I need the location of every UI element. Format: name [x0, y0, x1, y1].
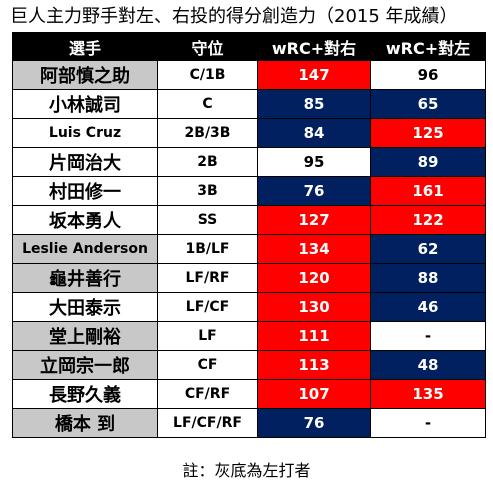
- wrc-vs-left: 122: [370, 205, 486, 235]
- player-name: 小林誠司: [12, 89, 158, 119]
- wrc-vs-right: 120: [257, 263, 371, 293]
- wrc-vs-left: -: [370, 408, 486, 438]
- table-row: 龜井善行 LF/RF 120 88: [12, 263, 486, 293]
- player-position: SS: [157, 205, 258, 235]
- player-position: LF/RF: [157, 263, 258, 293]
- player-position: C/1B: [157, 60, 258, 90]
- wrc-vs-right: 76: [257, 408, 371, 438]
- wrc-vs-right: 147: [257, 60, 371, 90]
- table-row: 立岡宗一郎 CF 113 48: [12, 350, 486, 380]
- header-player: 選手: [12, 32, 158, 61]
- stats-table: 選手 守位 wRC+對右 wRC+對左 阿部慎之助 C/1B 147 96 小林誠司 C 8…: [12, 32, 486, 438]
- wrc-vs-left: 89: [370, 147, 486, 177]
- table-row: 長野久義 CF/RF 107 135: [12, 379, 486, 409]
- wrc-vs-left: 48: [370, 350, 486, 380]
- wrc-vs-left: 65: [370, 89, 486, 119]
- player-name: Luis Cruz: [12, 118, 158, 148]
- wrc-vs-left: 125: [370, 118, 486, 148]
- footnote: 註：灰底為左打者: [182, 461, 311, 480]
- player-name: 片岡治大: [12, 147, 158, 177]
- header-wrc-vs-right: wRC+對右: [257, 32, 371, 61]
- table-row: Luis Cruz 2B/3B 84 125: [12, 118, 486, 148]
- player-position: 1B/LF: [157, 234, 258, 264]
- header-row: 選手 守位 wRC+對右 wRC+對左: [12, 32, 486, 61]
- header-position: 守位: [157, 32, 258, 61]
- page-title: 巨人主力野手對左、右投的得分創造力（2015 年成績）: [10, 6, 458, 27]
- wrc-vs-right: 111: [257, 321, 371, 351]
- wrc-vs-left: 135: [370, 379, 486, 409]
- wrc-vs-left: -: [370, 321, 486, 351]
- table-row: Leslie Anderson 1B/LF 134 62: [12, 234, 486, 264]
- player-name: 大田泰示: [12, 292, 158, 322]
- player-position: LF/CF/RF: [157, 408, 258, 438]
- wrc-vs-right: 107: [257, 379, 371, 409]
- player-position: 2B: [157, 147, 258, 177]
- player-name: 堂上剛裕: [12, 321, 158, 351]
- table-row: 片岡治大 2B 95 89: [12, 147, 486, 177]
- wrc-vs-right: 85: [257, 89, 371, 119]
- player-position: C: [157, 89, 258, 119]
- header-wrc-vs-left: wRC+對左: [370, 32, 486, 61]
- table-row: 阿部慎之助 C/1B 147 96: [12, 60, 486, 90]
- wrc-vs-left: 96: [370, 60, 486, 90]
- player-name: 龜井善行: [12, 263, 158, 293]
- wrc-vs-right: 130: [257, 292, 371, 322]
- wrc-vs-left: 62: [370, 234, 486, 264]
- player-name: 阿部慎之助: [12, 60, 158, 90]
- player-name: 村田修一: [12, 176, 158, 206]
- player-position: CF: [157, 350, 258, 380]
- wrc-vs-left: 88: [370, 263, 486, 293]
- wrc-vs-left: 161: [370, 176, 486, 206]
- player-name: 立岡宗一郎: [12, 350, 158, 380]
- player-name: Leslie Anderson: [12, 234, 158, 264]
- player-position: 3B: [157, 176, 258, 206]
- table-row: 坂本勇人 SS 127 122: [12, 205, 486, 235]
- table-row: 橋本 到 LF/CF/RF 76-: [12, 408, 486, 438]
- wrc-vs-right: 76: [257, 176, 371, 206]
- player-name: 坂本勇人: [12, 205, 158, 235]
- player-position: LF/CF: [157, 292, 258, 322]
- wrc-vs-right: 84: [257, 118, 371, 148]
- wrc-vs-right: 113: [257, 350, 371, 380]
- player-position: LF: [157, 321, 258, 351]
- table-row: 村田修一 3B 76 161: [12, 176, 486, 206]
- table-row: 大田泰示 LF/CF 130 46: [12, 292, 486, 322]
- player-name: 橋本 到: [12, 408, 158, 438]
- wrc-vs-right: 134: [257, 234, 371, 264]
- wrc-vs-right: 127: [257, 205, 371, 235]
- table-row: 堂上剛裕 LF 111-: [12, 321, 486, 351]
- player-name: 長野久義: [12, 379, 158, 409]
- wrc-vs-left: 46: [370, 292, 486, 322]
- player-position: 2B/3B: [157, 118, 258, 148]
- wrc-vs-right: 95: [257, 147, 371, 177]
- table-row: 小林誠司 C 85 65: [12, 89, 486, 119]
- player-position: CF/RF: [157, 379, 258, 409]
